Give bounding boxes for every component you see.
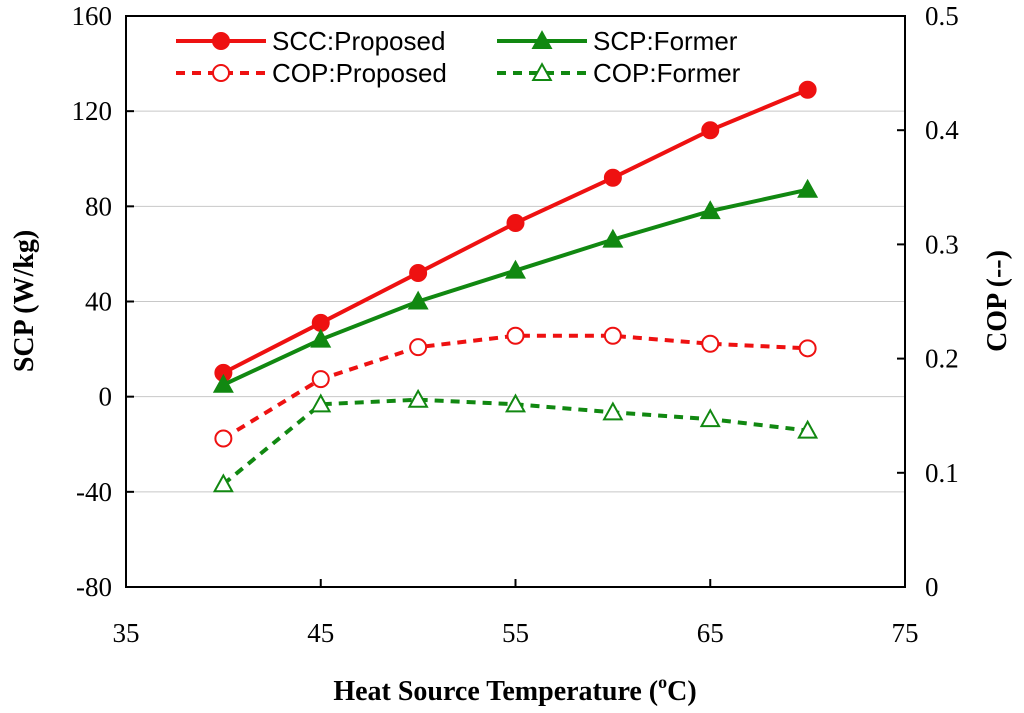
x-tick-label: 75 [892, 618, 919, 648]
y-right-tick-label: 0.2 [925, 344, 959, 374]
series-line [222, 333, 808, 441]
x-axis-title: Heat Source Temperature (oC) [333, 672, 696, 707]
data-point [311, 313, 330, 332]
series-line [222, 397, 808, 486]
data-point [603, 326, 622, 345]
data-point [311, 370, 330, 389]
data-point [407, 290, 429, 310]
data-point [797, 419, 819, 439]
series-scc-proposed [214, 80, 817, 382]
data-point [214, 429, 233, 448]
data-point [506, 326, 525, 345]
legend-item: COP:Proposed [176, 58, 447, 88]
grid-lines [126, 110, 905, 493]
data-point [212, 373, 234, 393]
legend-label: COP:Proposed [272, 58, 447, 88]
legend-label: SCC:Proposed [272, 26, 445, 56]
y-right-tick-label: 0.3 [925, 229, 959, 259]
data-point [505, 259, 526, 279]
data-point [603, 168, 622, 187]
data-point [505, 393, 526, 413]
series-cop-proposed [214, 326, 817, 448]
data-point [531, 30, 553, 50]
data-point [798, 80, 817, 99]
data-point [407, 388, 429, 408]
legend-item: COP:Former [497, 58, 741, 88]
y-right-tick-label: 0.5 [925, 1, 959, 31]
x-tick-label: 55 [502, 618, 529, 648]
data-point [701, 334, 720, 353]
data-point [798, 339, 817, 358]
data-point [409, 263, 428, 282]
y-axis-right-title: COP (--) [982, 250, 1013, 352]
data-point [506, 213, 525, 232]
y-left-tick-label: 0 [99, 382, 113, 412]
data-point [797, 178, 819, 198]
data-point [310, 328, 332, 348]
x-tick-label: 65 [697, 618, 724, 648]
y-left-tick-label: 80 [85, 191, 112, 221]
data-point [602, 228, 624, 248]
data-point [212, 64, 230, 82]
y-right-tick-label: 0.1 [925, 458, 959, 488]
legend-label: SCP:Former [593, 26, 738, 56]
x-tick-label: 35 [113, 618, 140, 648]
y-right-tick-label: 0.4 [925, 115, 959, 145]
data-point [310, 393, 332, 413]
y-left-tick-label: 40 [85, 287, 112, 317]
series-cop-former [212, 388, 819, 493]
legend-item: SCC:Proposed [176, 26, 445, 56]
data-point [602, 401, 624, 421]
tick-labels: -80 -40 0 40 80 120 160 0 0.1 0.2 0.3 0.4 0.5 35 45 55 6… [72, 1, 960, 648]
x-axis-title-superscript: o [658, 672, 667, 692]
y-left-tick-label: -40 [76, 477, 112, 507]
axis-ticks [125, 15, 906, 588]
data-point [699, 200, 721, 220]
data-point [212, 32, 230, 50]
data-point [531, 62, 553, 82]
data-point [699, 408, 721, 428]
x-tick-label: 45 [307, 618, 334, 648]
y-left-tick-label: 120 [72, 96, 113, 126]
y-left-tick-label: 160 [72, 1, 113, 31]
legend: SCC:Proposed SCP:Former COP:Proposed COP:Fo… [176, 26, 741, 88]
data-point [701, 121, 720, 140]
y-left-tick-label: -80 [76, 572, 112, 602]
data-point [409, 338, 428, 357]
legend-label: COP:Former [593, 58, 741, 88]
data-point [212, 473, 234, 493]
y-right-tick-label: 0 [925, 572, 939, 602]
series-scp-former [212, 178, 819, 393]
series-layer [212, 80, 819, 493]
legend-item: SCP:Former [497, 26, 738, 56]
y-axis-left-title: SCP (W/kg) [9, 230, 40, 372]
